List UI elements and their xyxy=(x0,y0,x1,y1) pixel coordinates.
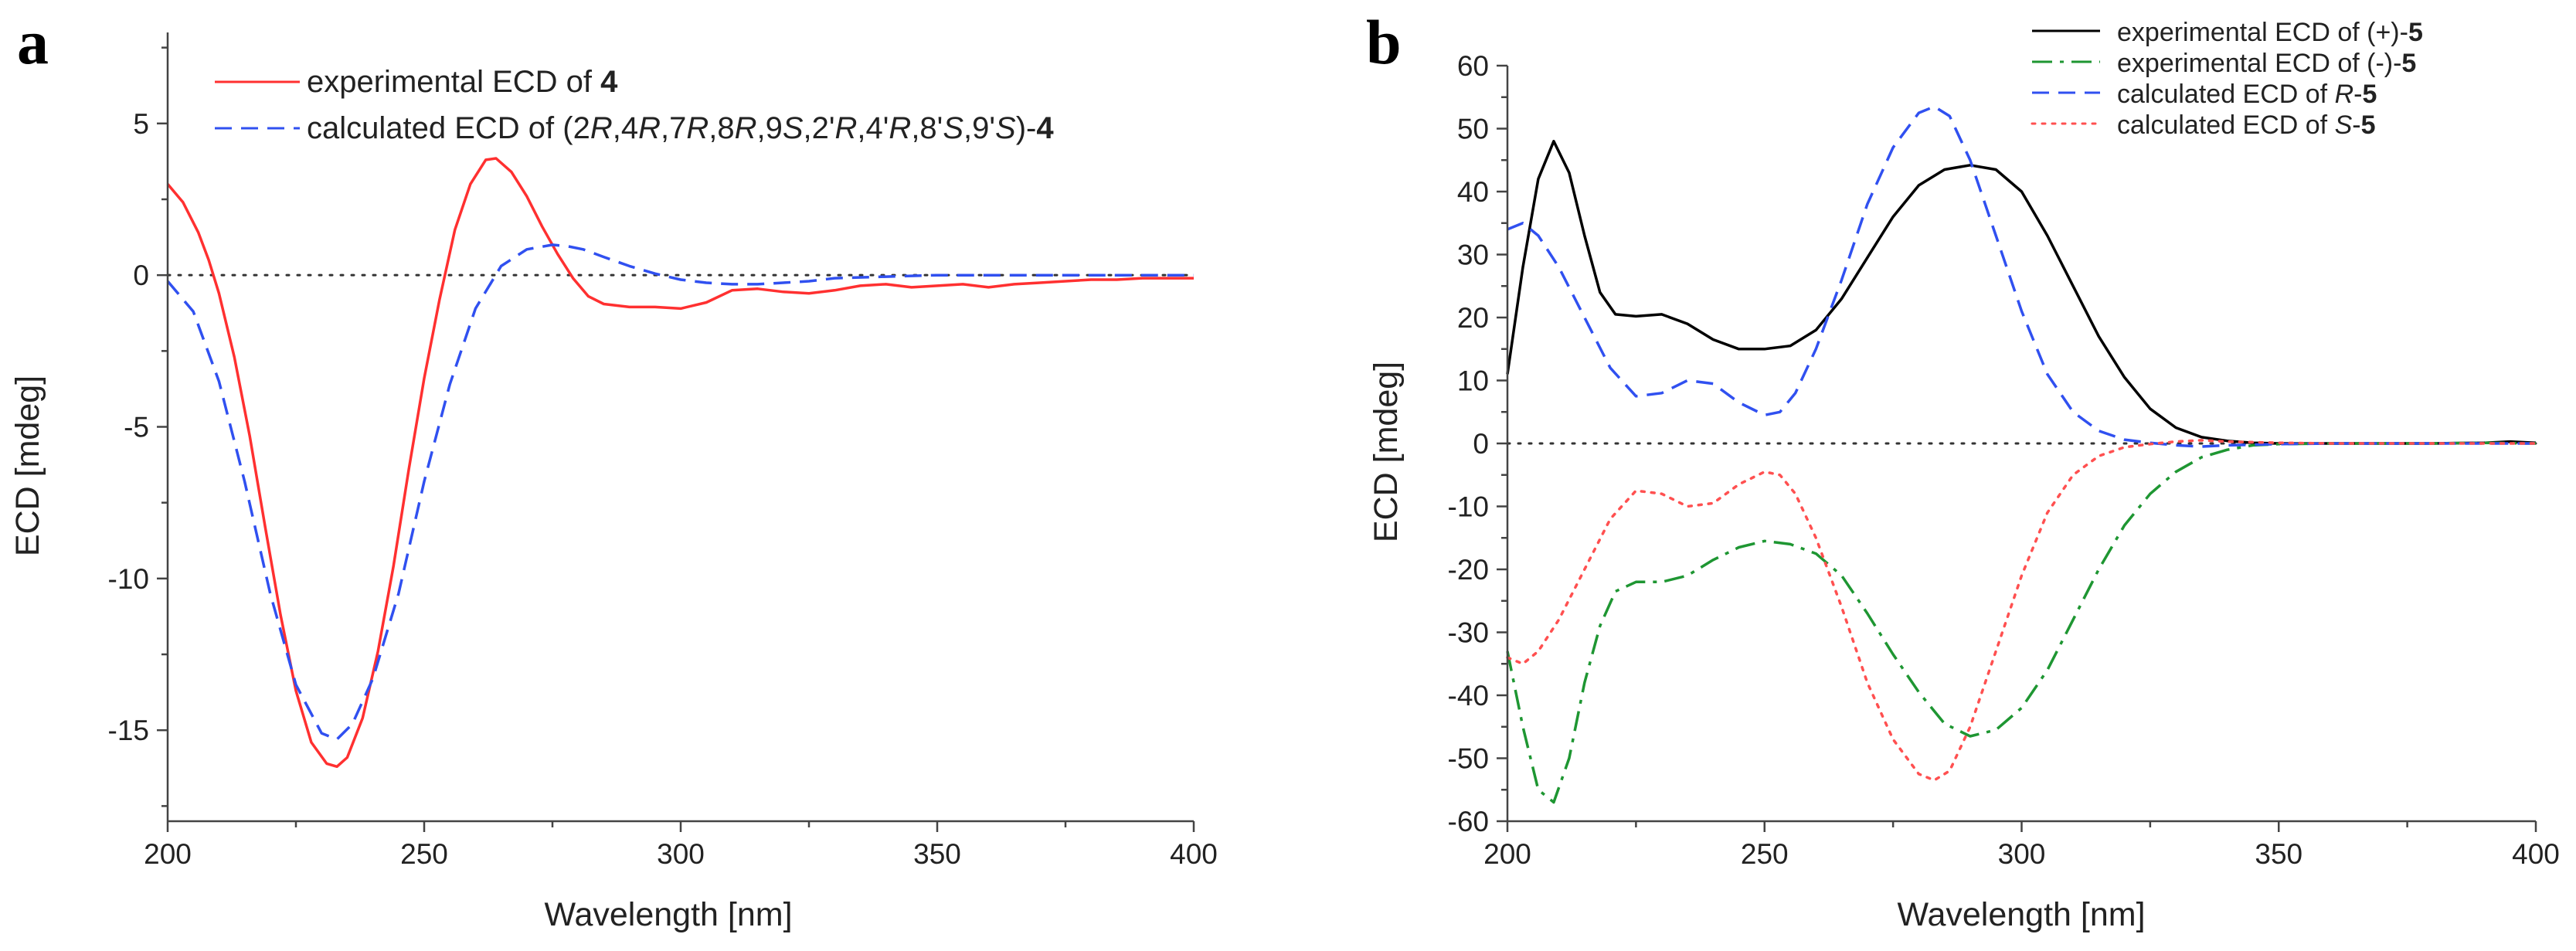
x-tick-label: 300 xyxy=(657,838,705,870)
panel-a-x-axis-title: Wavelength [nm] xyxy=(544,896,792,933)
y-tick-label: 10 xyxy=(1457,365,1489,397)
y-tick-label: -10 xyxy=(1448,491,1489,523)
panel-b-axes xyxy=(1506,66,2536,823)
y-tick-label: 30 xyxy=(1457,239,1489,271)
panel-a-letter: a xyxy=(17,7,49,77)
panel-b-y-axis-title: ECD [mdeg] xyxy=(1368,362,1405,542)
x-tick-label: 250 xyxy=(1741,838,1789,870)
legend-label-1: experimental ECD of (+)-5 xyxy=(2117,18,2423,47)
y-tick-label: -10 xyxy=(108,563,149,595)
panel-b-series xyxy=(1506,105,2537,804)
series-line-2 xyxy=(166,243,1194,741)
y-tick-label: -60 xyxy=(1448,806,1489,837)
series-line-1 xyxy=(166,157,1194,769)
y-tick-label: 5 xyxy=(133,108,149,140)
x-tick-label: 350 xyxy=(913,838,961,870)
legend-label-2: experimental ECD of (-)-5 xyxy=(2117,49,2416,78)
x-tick-label: 400 xyxy=(2512,838,2560,870)
y-tick-label: -5 xyxy=(124,412,149,443)
legend-label-4: calculated ECD of S-5 xyxy=(2117,110,2376,140)
series-line-4 xyxy=(1506,439,2537,782)
legend-label-2: calculated ECD of (2R,4R,7R,8R,9S,2'R,4'… xyxy=(307,111,1054,145)
panel-b: b 200 250 300 350 400 60 50 40 30 20 10 0 -10 -20 -30 -… xyxy=(1366,7,2560,933)
panel-a-series xyxy=(166,157,1194,769)
panel-a-axes xyxy=(166,32,1194,823)
x-tick-label: 200 xyxy=(1483,838,1531,870)
legend-label-1: experimental ECD of 4 xyxy=(307,65,618,99)
panel-b-letter: b xyxy=(1366,7,1402,77)
y-tick-label: 60 xyxy=(1457,50,1489,82)
y-tick-label: 20 xyxy=(1457,302,1489,334)
x-tick-label: 250 xyxy=(400,838,448,870)
x-tick-label: 350 xyxy=(2255,838,2302,870)
series-line-3 xyxy=(1507,105,2536,448)
y-tick-label: -20 xyxy=(1448,554,1489,586)
y-tick-label: 0 xyxy=(1473,428,1489,460)
y-tick-label: 0 xyxy=(133,260,149,291)
panel-a-y-axis-title: ECD [mdeg] xyxy=(9,375,46,556)
y-tick-label: -30 xyxy=(1448,617,1489,649)
y-tick-label: 40 xyxy=(1457,176,1489,208)
panel-a-ticks: 200 250 300 350 400 5 0 -5 -10 -15 xyxy=(108,46,1218,870)
y-tick-label: 50 xyxy=(1457,114,1489,145)
panel-a-legend: experimental ECD of 4 calculated ECD of (… xyxy=(215,65,1054,145)
panel-b-x-axis-title: Wavelength [nm] xyxy=(1897,896,2145,933)
y-tick-label: -15 xyxy=(108,715,149,746)
x-tick-label: 200 xyxy=(144,838,192,870)
panel-a: a 200 250 300 350 400 5 0 -5 -10 -15 Wavelength [… xyxy=(9,7,1218,933)
y-tick-label: -50 xyxy=(1448,743,1489,775)
panel-b-ticks: 200 250 300 350 400 60 50 40 30 20 10 0 -10 -20 -30 -40… xyxy=(1448,50,2560,870)
x-tick-label: 300 xyxy=(1998,838,2046,870)
legend-label-3: calculated ECD of R-5 xyxy=(2117,80,2377,109)
x-tick-label: 400 xyxy=(1170,838,1218,870)
y-tick-label: -40 xyxy=(1448,680,1489,712)
series-line-2 xyxy=(1506,441,2537,804)
